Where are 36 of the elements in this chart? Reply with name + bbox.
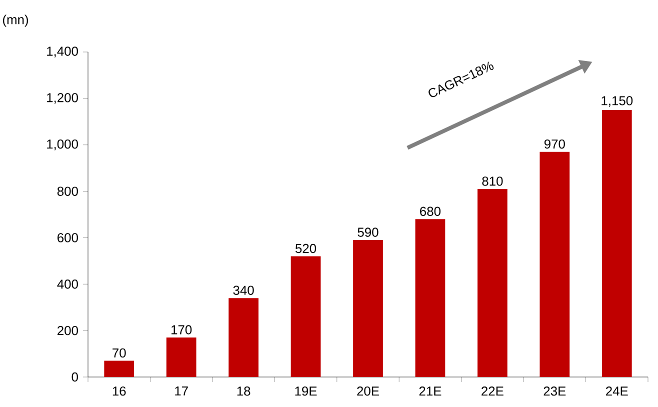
data-label: 70 bbox=[112, 348, 126, 358]
data-label: 970 bbox=[544, 139, 565, 149]
bar bbox=[290, 256, 321, 377]
x-tick-label: 16 bbox=[112, 386, 126, 396]
x-tick-label: 22E bbox=[482, 386, 504, 396]
x-tick-label: 23E bbox=[544, 386, 566, 396]
y-axis-title: (mn) bbox=[2, 14, 28, 27]
bar bbox=[540, 152, 570, 377]
x-tick-label: 19E bbox=[295, 386, 317, 396]
x-tick-label: 24E bbox=[606, 386, 628, 396]
y-tick-label: 800 bbox=[57, 186, 78, 196]
y-tick-label: 600 bbox=[58, 233, 78, 242]
data-label: 340 bbox=[233, 286, 254, 295]
data-label: 170 bbox=[172, 325, 192, 334]
y-tick-label: 1,200 bbox=[47, 93, 78, 104]
data-label: 590 bbox=[358, 228, 378, 237]
bar bbox=[415, 219, 446, 377]
bar bbox=[104, 360, 134, 377]
data-label: 680 bbox=[420, 206, 441, 216]
bar bbox=[353, 240, 383, 377]
y-tick-label: 200 bbox=[58, 326, 78, 336]
x-tick-label: 18 bbox=[237, 386, 250, 396]
data-label: 810 bbox=[482, 176, 503, 186]
bar bbox=[228, 298, 258, 377]
bar bbox=[166, 338, 196, 377]
x-tick-label: 21E bbox=[419, 386, 442, 396]
x-tick-label: 20E bbox=[357, 386, 379, 396]
y-tick-label: 1,000 bbox=[47, 140, 78, 150]
data-label: 1,150 bbox=[602, 96, 633, 107]
y-tick-label: 0 bbox=[72, 372, 78, 382]
data-label: 520 bbox=[295, 244, 316, 254]
bar bbox=[602, 110, 632, 377]
x-tick-label: 17 bbox=[175, 386, 188, 396]
y-tick-label: 400 bbox=[57, 280, 78, 289]
bar bbox=[478, 188, 508, 377]
y-tick-label: 1,400 bbox=[47, 46, 78, 58]
